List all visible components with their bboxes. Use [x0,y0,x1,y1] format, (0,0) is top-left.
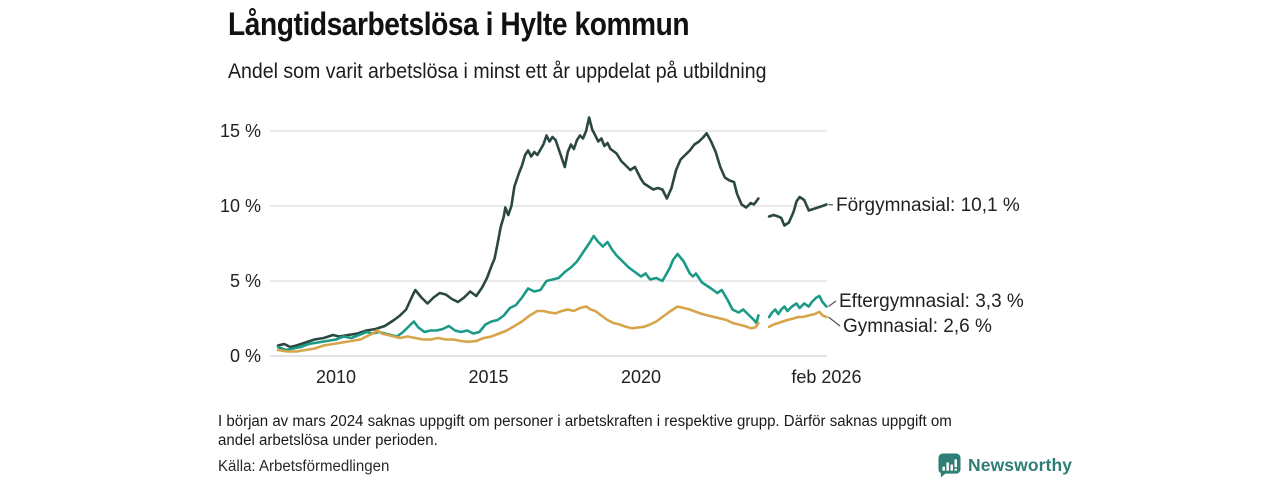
chart-subtitle: Andel som varit arbetslösa i minst ett å… [228,60,767,83]
series-line-eftergymnasial-1 [767,294,828,319]
label-connector-eftergymnasial [828,300,837,307]
chart-title: Långtidsarbetslösa i Hylte kommun [228,6,690,42]
y-tick-label: 15 % [220,121,261,141]
newsworthy-logo: Newsworthy [938,453,1072,478]
newsworthy-wordmark: Newsworthy [968,455,1073,475]
source-label: Källa: Arbetsförmedlingen [218,458,390,475]
series-end-label-eftergymnasial: Eftergymnasial: 3,3 % [839,291,1024,312]
chart-footnote: I början av mars 2024 saknas uppgift om … [218,412,952,450]
footnote-line-2: andel arbetslösa under perioden. [218,432,438,449]
series-line-eftergymnasial-0 [276,234,760,352]
footnote-line-1: I början av mars 2024 saknas uppgift om … [218,413,952,430]
series-line-gymnasial-1 [767,310,828,329]
x-tick-label-feb-2026: feb 2026 [791,367,861,387]
x-tick-label-2015: 2015 [468,367,508,387]
series-end-label-frgymnasial: Förgymnasial: 10,1 % [836,195,1020,216]
series-line-gymnasial-0 [276,305,760,353]
series-line-frgymnasial-1 [767,195,828,227]
newsworthy-icon [938,453,961,478]
series-end-label-gymnasial: Gymnasial: 2,6 % [843,316,992,337]
y-tick-label: 10 % [220,196,261,216]
y-tick-label: 5 % [230,271,261,291]
y-tick-label: 0 % [230,346,261,366]
label-connector-gymnasial [828,316,841,327]
series-line-frgymnasial-0 [276,116,760,349]
x-tick-label-2010: 2010 [316,367,356,387]
x-tick-label-2020: 2020 [621,367,661,387]
label-connector-frgymnasial [828,203,834,206]
